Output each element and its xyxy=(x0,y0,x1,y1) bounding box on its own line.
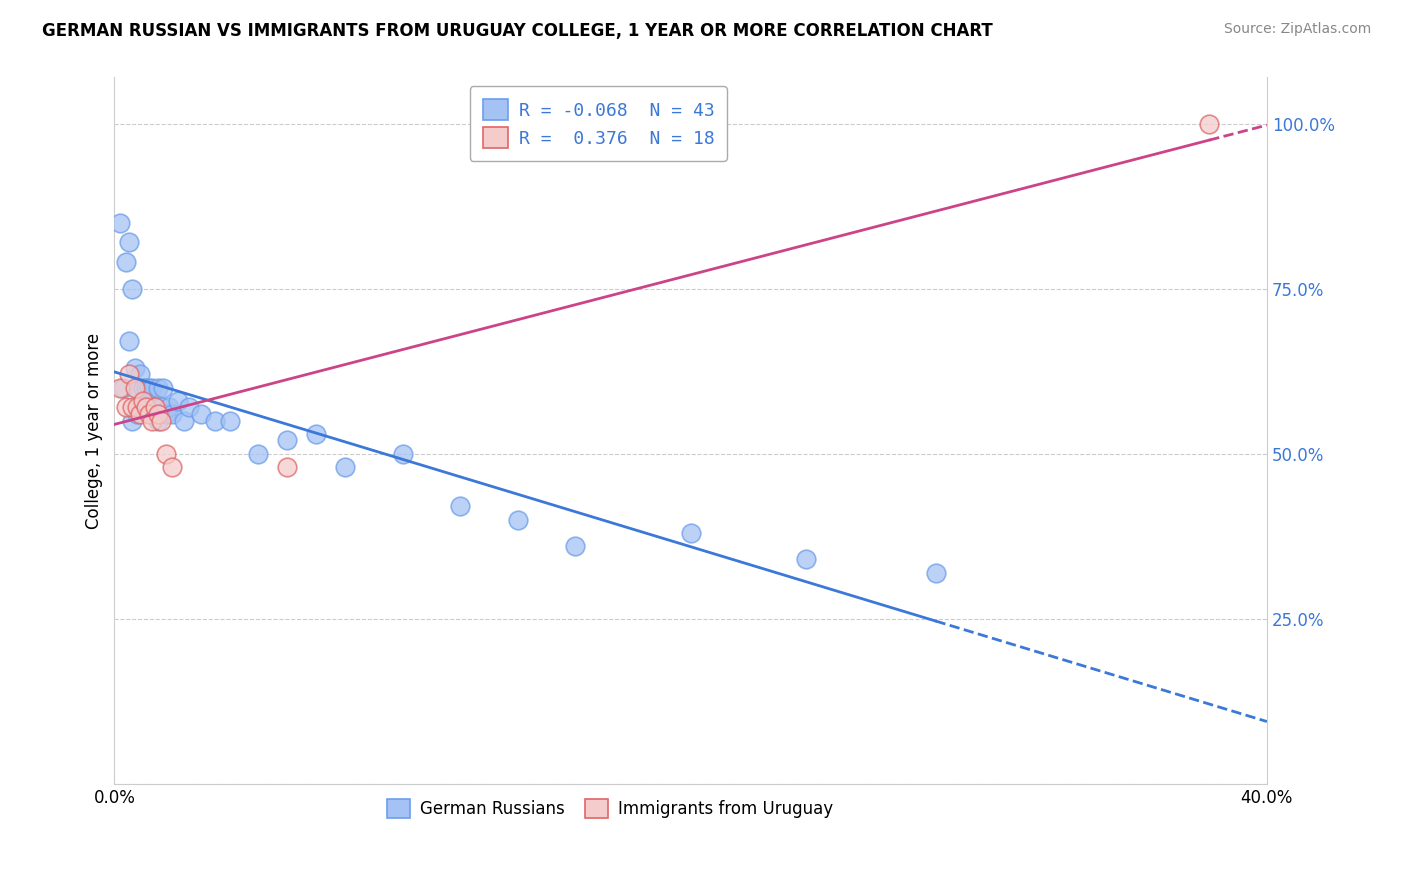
Point xyxy=(276,459,298,474)
Point xyxy=(124,381,146,395)
Point xyxy=(118,235,141,250)
Point xyxy=(127,407,149,421)
Point xyxy=(135,381,157,395)
Point xyxy=(564,539,586,553)
Y-axis label: College, 1 year or more: College, 1 year or more xyxy=(86,333,103,529)
Point xyxy=(391,447,413,461)
Point xyxy=(333,459,356,474)
Point xyxy=(132,381,155,395)
Point xyxy=(160,407,183,421)
Point xyxy=(135,401,157,415)
Point xyxy=(149,414,172,428)
Point xyxy=(129,368,152,382)
Point xyxy=(173,414,195,428)
Point xyxy=(204,414,226,428)
Point xyxy=(121,414,143,428)
Point xyxy=(155,407,177,421)
Point xyxy=(127,401,149,415)
Point xyxy=(121,401,143,415)
Point xyxy=(146,381,169,395)
Point xyxy=(506,513,529,527)
Point xyxy=(124,360,146,375)
Point xyxy=(141,414,163,428)
Point xyxy=(166,393,188,408)
Point xyxy=(118,334,141,349)
Point xyxy=(924,566,946,580)
Point xyxy=(276,434,298,448)
Point xyxy=(305,426,328,441)
Point xyxy=(143,401,166,415)
Point xyxy=(108,381,131,395)
Point xyxy=(115,255,138,269)
Point xyxy=(138,407,160,421)
Point xyxy=(118,368,141,382)
Text: Source: ZipAtlas.com: Source: ZipAtlas.com xyxy=(1223,22,1371,37)
Point xyxy=(115,401,138,415)
Point xyxy=(160,459,183,474)
Point xyxy=(155,447,177,461)
Point xyxy=(132,393,155,408)
Point xyxy=(127,381,149,395)
Point xyxy=(138,381,160,395)
Point xyxy=(794,552,817,566)
Point xyxy=(108,216,131,230)
Point xyxy=(112,381,135,395)
Point xyxy=(121,282,143,296)
Point xyxy=(141,381,163,395)
Point xyxy=(1198,117,1220,131)
Point xyxy=(132,401,155,415)
Point xyxy=(135,401,157,415)
Point xyxy=(146,414,169,428)
Point xyxy=(449,500,471,514)
Point xyxy=(190,407,212,421)
Point xyxy=(129,401,152,415)
Point xyxy=(157,401,180,415)
Text: GERMAN RUSSIAN VS IMMIGRANTS FROM URUGUAY COLLEGE, 1 YEAR OR MORE CORRELATION CH: GERMAN RUSSIAN VS IMMIGRANTS FROM URUGUA… xyxy=(42,22,993,40)
Point xyxy=(149,401,172,415)
Point xyxy=(179,401,201,415)
Point xyxy=(146,407,169,421)
Point xyxy=(679,525,702,540)
Point xyxy=(143,401,166,415)
Point xyxy=(218,414,240,428)
Point xyxy=(129,407,152,421)
Point xyxy=(247,447,270,461)
Point xyxy=(152,381,174,395)
Legend: German Russians, Immigrants from Uruguay: German Russians, Immigrants from Uruguay xyxy=(380,792,839,825)
